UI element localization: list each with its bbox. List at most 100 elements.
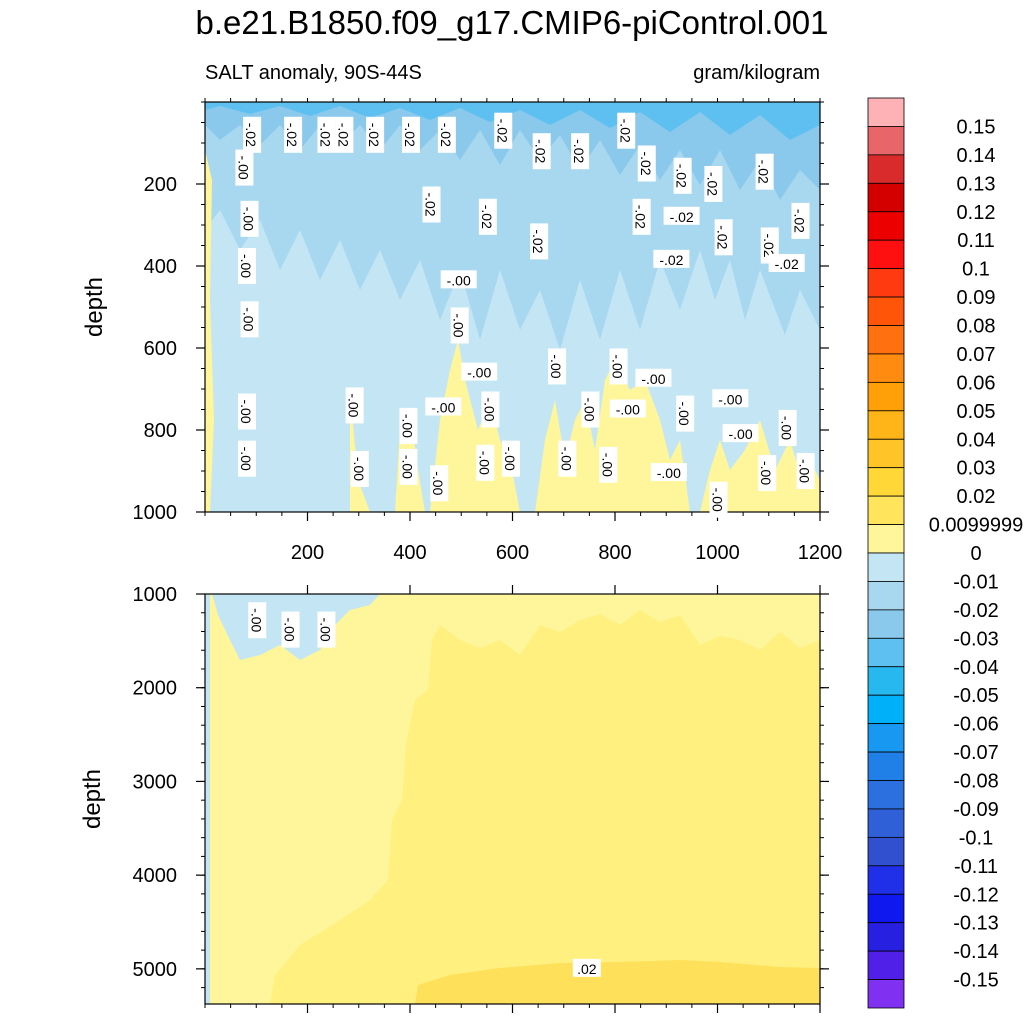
lower-x-ticks — [204, 585, 821, 1013]
contour-label: .02 — [572, 958, 601, 977]
colorbar-label: 0.13 — [957, 173, 996, 195]
contour-label-bg — [399, 407, 418, 444]
contour-label-bg — [440, 270, 477, 289]
contour-label-bg — [704, 166, 723, 202]
colorbar-box — [867, 268, 905, 298]
contour-label-text: -.00 — [346, 393, 362, 417]
contour-label-text: -.00 — [599, 453, 615, 477]
contour-label-bg — [366, 116, 385, 153]
lower-y-tick-label: 1000 — [133, 584, 178, 606]
colorbar-box — [867, 353, 905, 383]
contour-label-bg — [478, 198, 497, 235]
upper-y-tick-label: 200 — [144, 174, 177, 196]
contour-label-text: -.00 — [248, 608, 264, 632]
upper-x-tick-label: 800 — [598, 542, 631, 564]
contour-label: -.00 — [450, 307, 469, 344]
contour-label-text: -.00 — [451, 313, 467, 337]
contour-label: -.00 — [676, 395, 695, 432]
colorbar-box — [867, 808, 905, 838]
contour-label-text: -.00 — [558, 447, 574, 471]
contour-label: -.00 — [317, 611, 336, 648]
upper-y-tick-label: 1000 — [133, 502, 178, 524]
contour-label-bg — [709, 481, 728, 518]
colorbar-label: -0.02 — [953, 600, 999, 622]
contour-label: -.02 — [760, 227, 779, 264]
colorbar-label: -0.07 — [953, 742, 999, 764]
contour-label: -.02 — [663, 206, 700, 225]
contour-label-bg — [243, 116, 262, 153]
contour-label-bg — [238, 248, 256, 284]
colorbar-box — [867, 410, 905, 440]
contour-label: -.02 — [335, 116, 354, 153]
colorbar-box — [867, 893, 905, 924]
colorbar-box — [867, 239, 905, 270]
lower-y-tick-label: 2000 — [133, 678, 178, 700]
contour-label-bg — [422, 186, 441, 223]
contour-label-bg — [712, 389, 749, 408]
colorbar-label: 0.08 — [957, 316, 996, 338]
contour-label-text: -.02 — [494, 119, 510, 143]
colorbar-box — [867, 552, 905, 582]
chart-title: b.e21.B1850.f09_g17.CMIP6-piControl.001 — [195, 4, 829, 41]
contour-label-bg — [494, 112, 513, 149]
contour-label: -.00 — [440, 270, 477, 289]
colorbar-box — [867, 950, 905, 980]
contour-label-text: -.00 — [238, 399, 254, 423]
contour-label: -.02 — [791, 202, 810, 239]
contour-label: -.02 — [478, 198, 497, 235]
contour-label-text: -.02 — [533, 139, 549, 163]
colorbar-box — [867, 666, 905, 696]
contour-label-text: -.00 — [718, 391, 742, 407]
contour-label-text: -.02 — [704, 172, 720, 196]
contour-label: -.00 — [238, 440, 256, 477]
contour-label-bg — [663, 206, 700, 225]
colorbar-label: 0 — [970, 543, 981, 565]
contour-label: -.00 — [635, 368, 672, 387]
contour-label-bg — [791, 202, 810, 239]
contour-label-bg — [481, 391, 500, 428]
lower-contour-labels: -.00 -.00 -.00 .02 — [248, 602, 601, 977]
colorbar-label: -0.03 — [953, 628, 999, 650]
contour-label-bg — [581, 391, 600, 428]
contour-label-text: -.00 — [399, 414, 415, 438]
contour-label-text: -.00 — [797, 459, 813, 483]
contour-label-text: -.00 — [317, 618, 333, 642]
contour-label-text: -.02 — [366, 123, 382, 147]
lower-high-fill — [415, 960, 820, 1004]
colorbar-box — [867, 524, 905, 554]
colorbar-label: -0.12 — [953, 884, 999, 906]
colorbar-box — [867, 637, 905, 668]
contour-label-bg — [673, 157, 692, 194]
contour-label-bg — [558, 440, 577, 477]
contour-label-text: -.00 — [657, 465, 681, 481]
colorbar-label: -0.06 — [953, 714, 999, 736]
upper-y-axis-label: depth — [81, 277, 108, 337]
contour-label: -.02 — [768, 253, 805, 272]
contour-label-bg — [532, 133, 551, 170]
contour-label-text: -.02 — [243, 123, 259, 147]
colorbar-box — [867, 438, 905, 469]
contour-label-text: -.00 — [610, 354, 626, 378]
contour-label-bg — [609, 348, 628, 385]
contour-label: -.02 — [494, 112, 513, 149]
contour-label-text: -.00 — [758, 461, 774, 485]
contour-label-text: -.00 — [241, 207, 257, 231]
contour-label-text: .02 — [577, 961, 597, 977]
colorbar-box — [867, 154, 905, 184]
contour-label: -.02 — [673, 157, 692, 194]
contour-label-text: -.02 — [617, 119, 633, 143]
upper-x-ticks: 200 400 600 800 1000 1200 — [204, 98, 842, 564]
contour-label-bg — [572, 958, 601, 977]
colorbar-label: 0.14 — [957, 145, 996, 167]
colorbar-box — [867, 182, 905, 213]
contour-label-text: -.02 — [479, 205, 495, 229]
contour-label-bg — [571, 133, 590, 170]
contour-label-bg — [399, 448, 418, 485]
subtitle-units: gram/kilogram — [693, 62, 820, 84]
contour-label-text: -.02 — [792, 209, 808, 233]
lower-y-tick-label: 3000 — [133, 771, 178, 793]
contour-label-bg — [317, 116, 336, 153]
colorbar-box — [867, 751, 905, 781]
